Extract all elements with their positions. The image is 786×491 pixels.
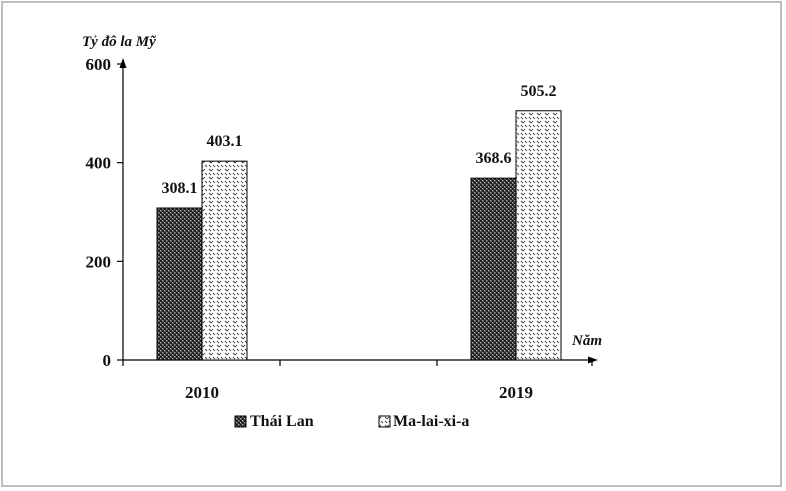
legend-swatch-thai-lan bbox=[234, 415, 247, 428]
y-ticks-group: 0 200 400 600 bbox=[86, 55, 123, 370]
bar-ma-lai-xi-a-2010 bbox=[201, 160, 248, 361]
y-tick-label: 600 bbox=[86, 55, 112, 74]
x-axis-unit-label: Năm bbox=[571, 333, 602, 349]
bar-thai-lan-2010 bbox=[156, 207, 203, 361]
x-category-label: 2019 bbox=[499, 383, 533, 402]
bars-group bbox=[156, 110, 562, 361]
data-label: 505.2 bbox=[521, 83, 557, 100]
legend-swatch-ma-lai-xi-a bbox=[378, 415, 391, 428]
x-categories-group: 2010 2019 bbox=[185, 383, 533, 402]
x-category-label: 2010 bbox=[185, 383, 219, 402]
bar-thai-lan-2019 bbox=[470, 177, 517, 361]
legend-label-thai-lan: Thái Lan bbox=[250, 413, 314, 430]
data-label: 368.6 bbox=[476, 150, 512, 167]
x-axis-arrow-icon bbox=[588, 356, 598, 364]
y-tick-label: 200 bbox=[86, 252, 112, 271]
y-axis-unit-label: Tỷ đô la Mỹ bbox=[82, 34, 156, 50]
y-axis-arrow-icon bbox=[119, 58, 127, 68]
legend-label-ma-lai-xi-a: Ma-lai-xi-a bbox=[393, 413, 469, 430]
data-label: 403.1 bbox=[207, 133, 243, 150]
y-tick-label: 400 bbox=[86, 154, 112, 173]
y-tick-label: 0 bbox=[103, 351, 112, 370]
data-label: 308.1 bbox=[162, 180, 198, 197]
x-ticks-group bbox=[122, 360, 593, 366]
legend: Thái Lan Ma-lai-xi-a bbox=[234, 413, 469, 430]
bar-ma-lai-xi-a-2019 bbox=[515, 110, 562, 361]
data-labels-group: 308.1 403.1 368.6 505.2 bbox=[162, 83, 557, 197]
